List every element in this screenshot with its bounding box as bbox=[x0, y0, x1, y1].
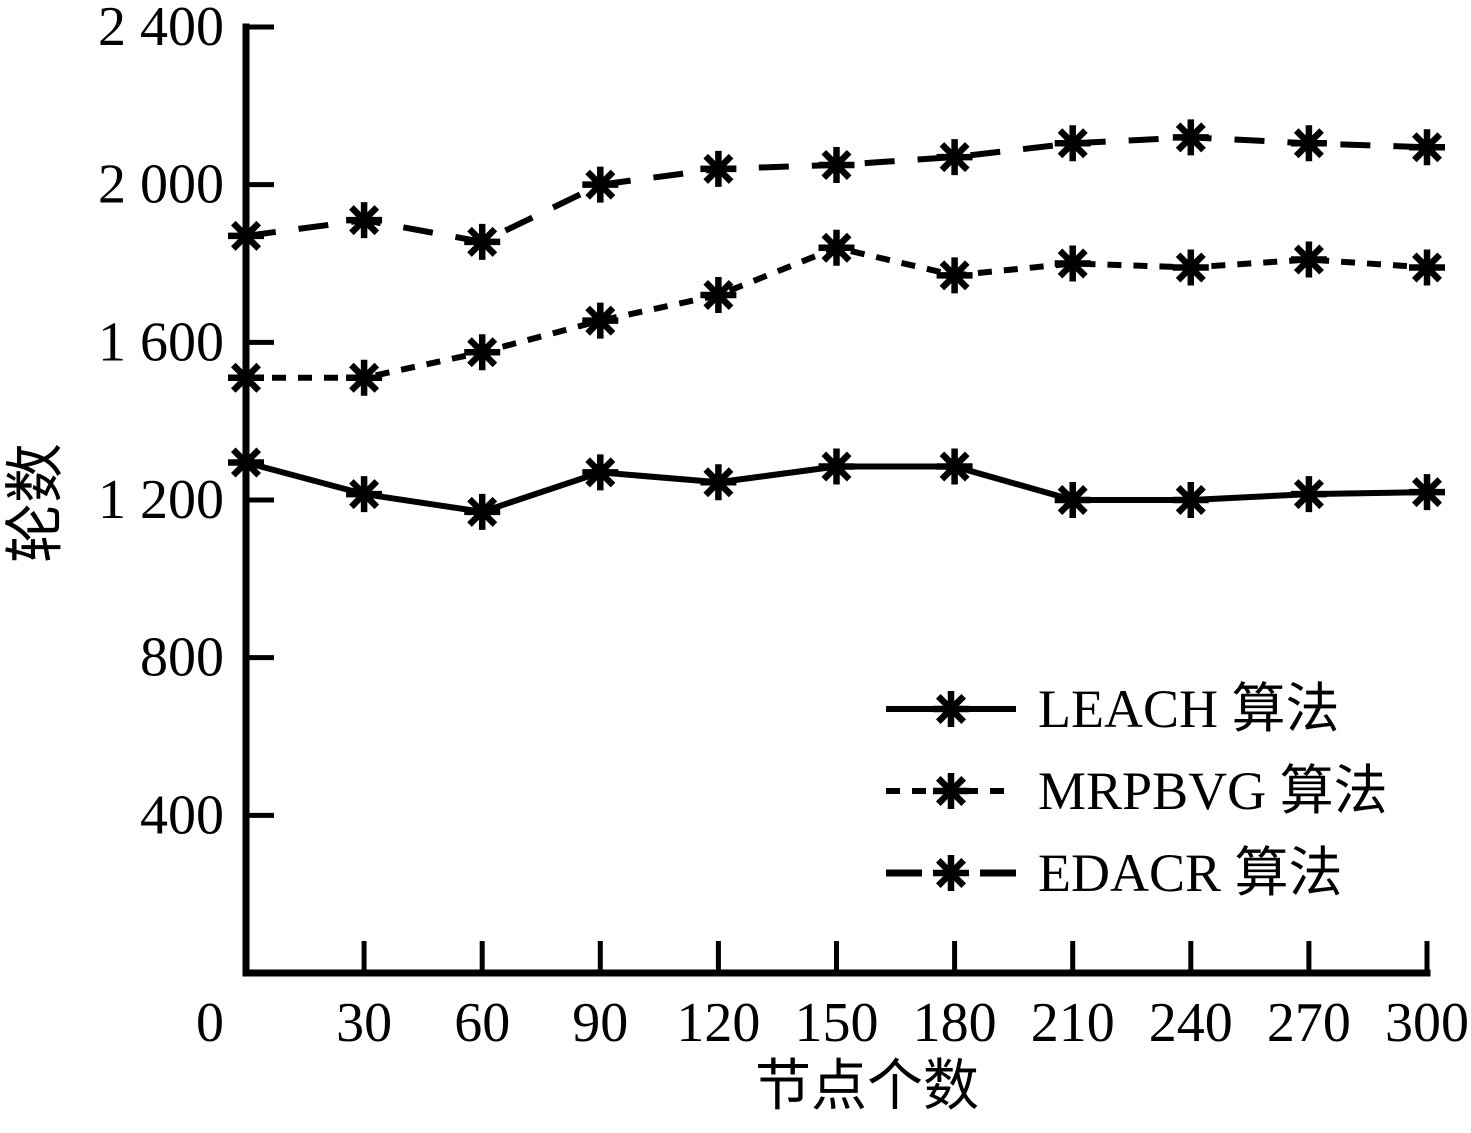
legend-item-edacr: EDACR 算法 bbox=[886, 843, 1343, 903]
y-tick-label: 1 200 bbox=[98, 469, 224, 531]
x-tick-label: 120 bbox=[676, 992, 760, 1054]
y-axis-title: 轮数 bbox=[3, 443, 69, 563]
y-tick-label: 800 bbox=[140, 627, 224, 689]
axes-group: 400 800 1 200 1 600 2 000 2 400 0 30 60 90 120 150 1… bbox=[98, 0, 1469, 1054]
legend-label: EDACR 算法 bbox=[1038, 843, 1343, 903]
legend-item-mrpbvg: MRPBVG 算法 bbox=[886, 761, 1388, 821]
x-axis-title: 节点个数 bbox=[755, 1056, 979, 1118]
x-tick-label: 300 bbox=[1385, 992, 1469, 1054]
legend: LEACH 算法 MRPBVG 算法 EDACR 算法 bbox=[886, 679, 1388, 903]
legend-label: MRPBVG 算法 bbox=[1038, 761, 1388, 821]
y-tick-label: 400 bbox=[140, 784, 224, 846]
x-tick-label: 210 bbox=[1031, 992, 1115, 1054]
series-line-mrpbvg bbox=[246, 244, 1428, 381]
series-group bbox=[228, 119, 1445, 530]
legend-sample-marker bbox=[933, 773, 969, 809]
series-markers-edacr bbox=[228, 119, 1445, 260]
legend-label: LEACH 算法 bbox=[1038, 679, 1339, 739]
legend-sample-marker bbox=[933, 855, 969, 891]
x-tick-label: 0 bbox=[196, 992, 224, 1054]
y-tick-label: 1 600 bbox=[98, 311, 224, 373]
series-markers-mrpbvg bbox=[228, 229, 1445, 396]
x-tick-label: 240 bbox=[1149, 992, 1233, 1054]
x-tick-label: 90 bbox=[572, 992, 628, 1054]
y-tick-label: 2 400 bbox=[98, 0, 224, 58]
x-tick-label: 30 bbox=[336, 992, 392, 1054]
legend-item-leach: LEACH 算法 bbox=[886, 679, 1339, 739]
series-markers-leach bbox=[228, 444, 1445, 530]
y-tick-label: 2 000 bbox=[98, 154, 224, 216]
legend-sample-marker bbox=[933, 691, 969, 727]
x-tick-label: 180 bbox=[913, 992, 997, 1054]
x-tick-label: 60 bbox=[454, 992, 510, 1054]
x-tick-label: 270 bbox=[1267, 992, 1351, 1054]
x-tick-label: 150 bbox=[795, 992, 879, 1054]
